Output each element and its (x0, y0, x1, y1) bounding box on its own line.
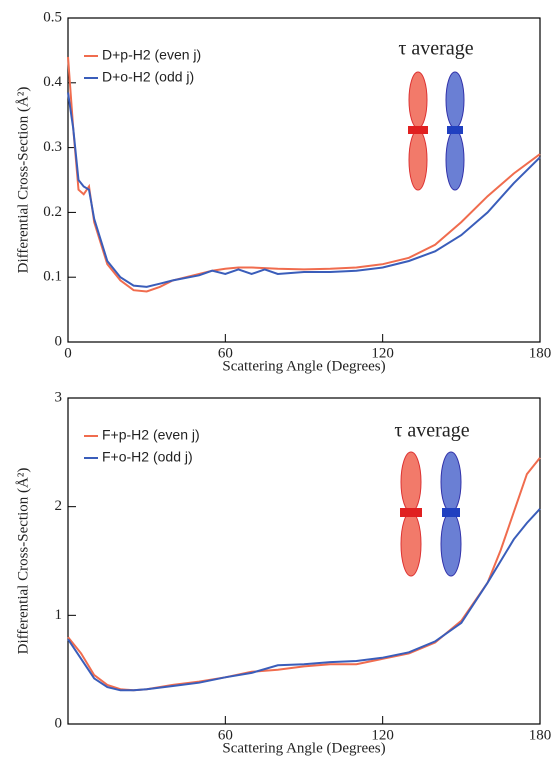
icon (445, 129, 465, 191)
y-tick-label: 0.4 (43, 74, 62, 90)
x-axis-label: Scattering Angle (Degrees) (222, 740, 385, 756)
y-axis-label: Differential Cross-Section (Å²) (15, 87, 31, 274)
icon (400, 451, 422, 513)
orientation-icons (400, 71, 465, 577)
icon (400, 511, 422, 577)
y-axis-label: Differential Cross-Section (Å²) (15, 468, 31, 655)
x-tick-label: 120 (371, 727, 394, 743)
legend-label: F+p-H2 (even j) (102, 427, 200, 443)
y-tick-label: 1 (55, 607, 63, 623)
legend-label: D+p-H2 (even j) (102, 47, 201, 63)
icon (408, 126, 428, 134)
x-tick-label: 0 (64, 345, 72, 361)
y-tick-label: 0.3 (43, 139, 62, 155)
series-line (67, 508, 541, 692)
y-tick-label: 0.5 (43, 9, 62, 25)
plot-frame (67, 397, 541, 725)
y-tick-label: 3 (55, 389, 63, 405)
icon (442, 508, 460, 517)
icon (408, 71, 428, 129)
y-tick-label: 0 (55, 333, 63, 349)
y-tick-label: 2 (55, 498, 63, 514)
x-axis-label: Scattering Angle (Degrees) (222, 358, 385, 374)
plot-frame (67, 17, 541, 343)
icon (440, 451, 462, 513)
legend-label: F+o-H2 (odd j) (102, 449, 193, 465)
series-line (67, 457, 541, 692)
y-tick-label: 0 (55, 715, 63, 731)
icon (445, 71, 465, 129)
icon (440, 511, 462, 577)
y-tick-label: 0.2 (43, 204, 62, 220)
annotation: τ average (398, 38, 473, 60)
x-tick-label: 120 (371, 345, 394, 361)
legend-label: D+o-H2 (odd j) (102, 69, 194, 85)
y-tick-label: 0.1 (43, 269, 62, 285)
icon (447, 126, 463, 134)
series-line (67, 56, 541, 293)
annotation: τ average (394, 420, 469, 442)
x-tick-label: 60 (218, 345, 233, 361)
icon (408, 129, 428, 191)
x-tick-label: 180 (529, 727, 552, 743)
icon (400, 508, 422, 517)
series-line (67, 92, 541, 288)
x-tick-label: 180 (529, 345, 552, 361)
x-tick-label: 60 (218, 727, 233, 743)
